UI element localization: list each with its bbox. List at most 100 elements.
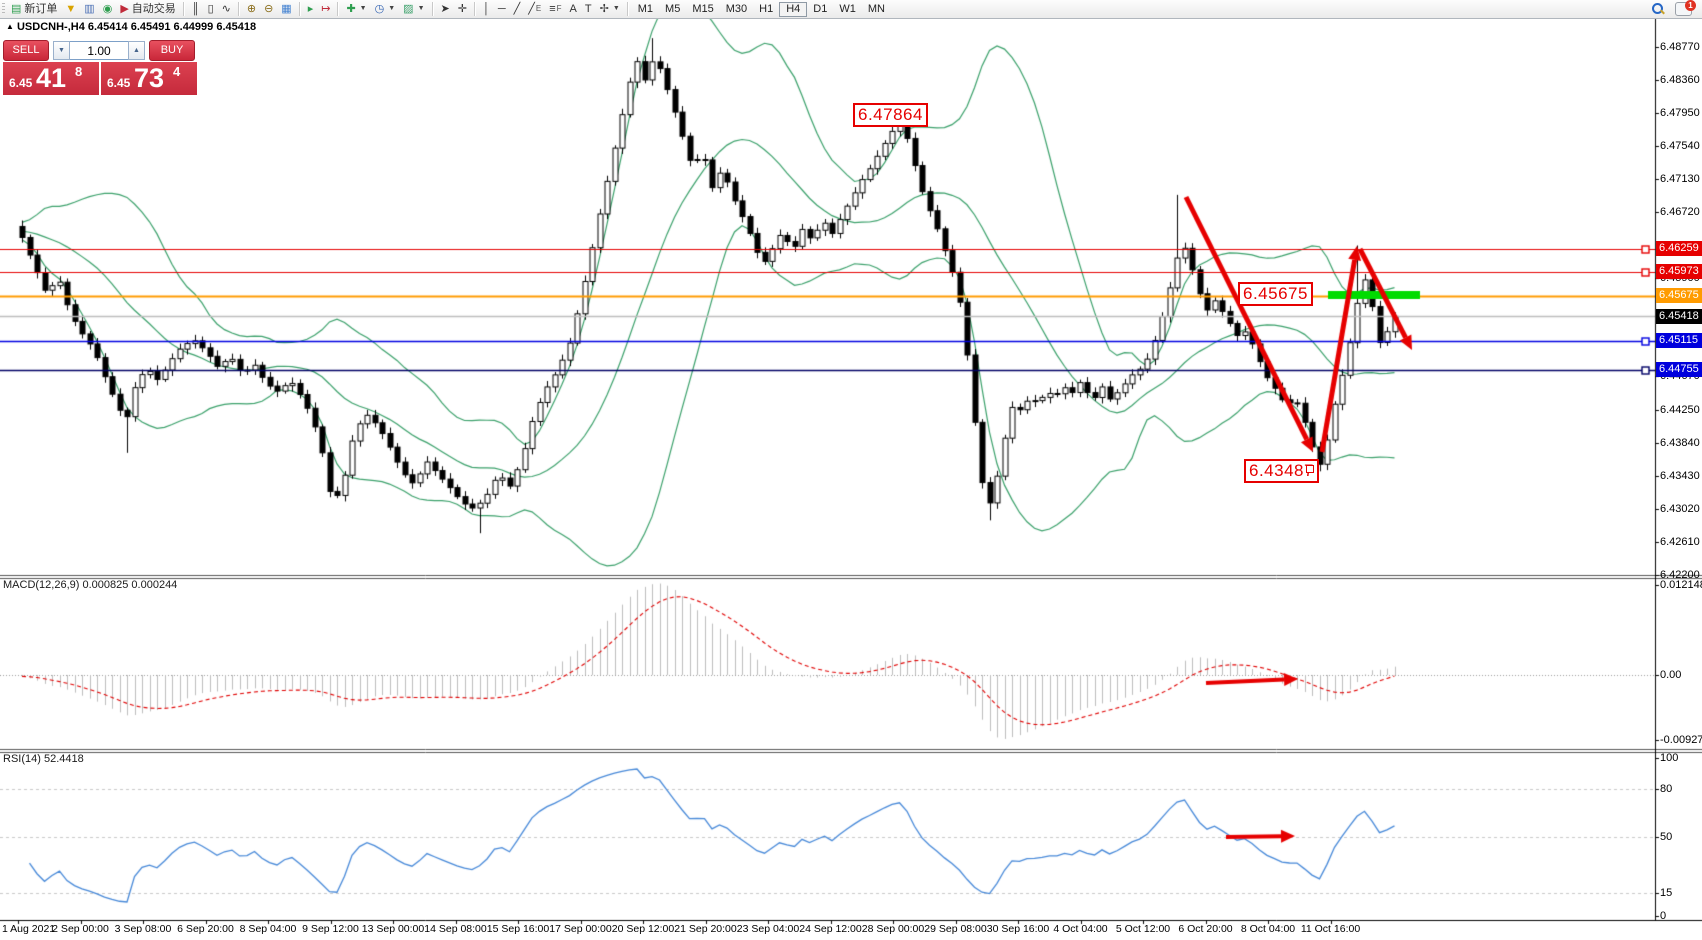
trendline-button[interactable]: ╱	[510, 1, 525, 17]
timeframe-h4-button[interactable]: H4	[779, 1, 808, 17]
timeframe-d1-button[interactable]: D1	[813, 2, 828, 15]
rsi-name: RSI(14)	[3, 753, 41, 765]
timeframe-m30-button[interactable]: M30	[725, 2, 748, 15]
indicator-axis-label: 0	[1660, 910, 1667, 922]
search-icon[interactable]	[1651, 2, 1665, 16]
radar-icon-icon: ◉	[102, 3, 113, 15]
dropdown-caret-icon[interactable]: ▼	[417, 5, 425, 12]
price-axis-tick: 6.43020	[1660, 503, 1700, 516]
toolbar-grip	[2, 3, 5, 15]
collapse-triangle-icon[interactable]: ▲	[6, 22, 14, 31]
one-click-trading-panel: SELL ▼ ▲ BUY 6.45 41 8 6.45 73 4	[3, 40, 199, 95]
bars-view-button[interactable]: ║	[188, 1, 204, 17]
channel-button[interactable]: ╱ E	[524, 1, 545, 17]
candles-view-button[interactable]: ▯	[204, 1, 218, 17]
time-axis-label: 4 Oct 04:00	[1053, 923, 1108, 935]
indicator-axis-label: 0.00	[1660, 669, 1682, 681]
trendline-icon: ╱	[513, 3, 521, 15]
vertical-line-button[interactable]: │	[479, 1, 494, 17]
price-annotation-mid[interactable]: 6.45675	[1238, 282, 1313, 306]
time-axis-label: 30 Sep 16:00	[986, 923, 1050, 935]
zoom-in-icon: ⊕	[246, 3, 257, 15]
indicator-axis-label: 15	[1660, 887, 1673, 899]
timeframe-h1-button[interactable]: H1	[759, 2, 774, 15]
buy-price-point: 4	[173, 64, 181, 79]
macd-values: 0.000825 0.000244	[82, 579, 178, 591]
indicator-axis-label: -0.00927	[1660, 734, 1702, 746]
time-axis-label: 6 Sep 20:00	[177, 923, 234, 935]
sub-letter: E	[535, 4, 542, 13]
bars-view-icon: ║	[191, 3, 200, 15]
sell-price-point: 8	[75, 64, 83, 79]
horizontal-line-button[interactable]: ─	[494, 1, 510, 17]
funnel-icon-icon: ▼	[65, 3, 77, 15]
periods-button[interactable]: ◷ ▼	[371, 1, 400, 17]
timeframe-m1-button[interactable]: M1	[637, 2, 654, 15]
vertical-line-icon: │	[482, 3, 490, 15]
dropdown-caret-icon[interactable]: ▼	[388, 5, 396, 12]
label-button[interactable]: T	[581, 1, 596, 17]
buy-button[interactable]: BUY	[149, 40, 195, 61]
buy-price-panel[interactable]: 6.45 73 4	[101, 62, 197, 95]
zoom-in-button[interactable]: ⊕	[243, 1, 260, 17]
volume-input[interactable]	[70, 41, 128, 60]
market-watch-button[interactable]: ▥	[80, 1, 98, 17]
indicator-axis-label: 0.012148	[1660, 579, 1702, 591]
timeframe-w1-button[interactable]: W1	[839, 2, 856, 15]
price-badge: 6.45115	[1656, 333, 1702, 349]
auto-scroll-button[interactable]: ↦	[317, 1, 334, 17]
zoom-out-button[interactable]: ⊖	[260, 1, 277, 17]
tile-windows-button[interactable]: ▦	[277, 1, 295, 17]
notification-badge: 1	[1685, 0, 1696, 11]
price-axis-tick: 6.42200	[1660, 568, 1700, 581]
time-axis-label: 6 Oct 20:00	[1178, 923, 1233, 935]
toolbar-separator	[298, 2, 301, 16]
chat-icon[interactable]: 1	[1675, 0, 1696, 16]
fibonacci-button[interactable]: ≡ F	[545, 1, 565, 17]
new-order-button-label: 新订单	[24, 3, 58, 15]
new-order-icon: ▤	[11, 3, 22, 15]
radar-icon-button[interactable]: ◉	[99, 1, 117, 17]
timeframe-mn-button[interactable]: MN	[867, 2, 885, 15]
templates-button[interactable]: ▨ ▼	[399, 1, 428, 17]
price-annotation-high[interactable]: 6.47864	[853, 103, 928, 127]
sell-price-pips: 41	[36, 63, 67, 93]
crosshair-icon: ✛	[457, 3, 467, 15]
tile-windows-icon: ▦	[281, 3, 292, 15]
price-badge: 6.45675	[1656, 288, 1702, 304]
volume-decrease-button[interactable]: ▼	[53, 41, 70, 60]
shapes-button[interactable]: ✢ ▼	[596, 1, 624, 17]
price-axis-tick: 6.43430	[1660, 470, 1700, 483]
dropdown-caret-icon[interactable]: ▼	[359, 5, 367, 12]
annotation-anchor-square[interactable]	[1306, 465, 1314, 473]
funnel-icon-button[interactable]: ▼	[61, 1, 80, 17]
autotrading-button[interactable]: ▶ 自动交易	[116, 1, 179, 17]
indicator-axis-label: 80	[1660, 783, 1673, 795]
trade-prices-row: 6.45 41 8 6.45 73 4	[3, 62, 199, 95]
rsi-label: RSI(14) 52.4418	[3, 753, 84, 765]
volume-increase-button[interactable]: ▲	[128, 41, 145, 60]
timeframe-m15-button[interactable]: M15	[692, 2, 714, 15]
cursor-button[interactable]: ➤	[437, 1, 454, 17]
buy-price-pips: 73	[134, 63, 165, 93]
dropdown-caret-icon[interactable]: ▼	[612, 5, 620, 12]
sell-button[interactable]: SELL	[3, 40, 49, 61]
line-view-icon: ∿	[221, 3, 231, 15]
price-annotation-low[interactable]: 6.43487	[1244, 459, 1319, 483]
auto-scroll-icon: ↦	[321, 3, 331, 15]
line-view-button[interactable]: ∿	[218, 1, 235, 17]
text-button[interactable]: A	[566, 1, 581, 17]
price-axis-tick: 6.48770	[1660, 41, 1700, 53]
timeframe-m5-button[interactable]: M5	[665, 2, 681, 15]
market-watch-icon: ▥	[84, 3, 95, 15]
sell-price-panel[interactable]: 6.45 41 8	[3, 62, 99, 95]
price-axis-tick: 6.47130	[1660, 172, 1700, 185]
crosshair-button[interactable]: ✛	[454, 1, 471, 17]
new-order-button[interactable]: ▤ 新订单	[7, 1, 61, 17]
price-badge: 6.45973	[1656, 264, 1702, 280]
new-chart-button[interactable]: ✚ ▼	[342, 1, 370, 17]
time-axis-label: 3 Sep 08:00	[114, 923, 172, 935]
chart-shift-button[interactable]: ▸	[304, 1, 318, 17]
